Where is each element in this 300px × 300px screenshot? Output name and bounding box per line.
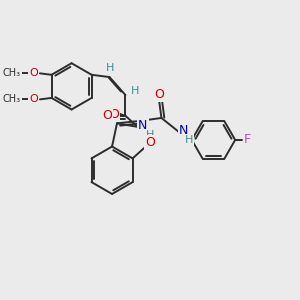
- Text: N: N: [179, 124, 188, 136]
- Text: CH₃: CH₃: [3, 94, 21, 104]
- Text: H: H: [146, 130, 154, 140]
- Text: O: O: [110, 108, 119, 121]
- Text: CH₃: CH₃: [3, 68, 21, 78]
- Text: N: N: [138, 119, 148, 132]
- Text: O: O: [29, 68, 38, 78]
- Text: O: O: [145, 136, 155, 149]
- Text: H: H: [106, 63, 115, 73]
- Text: O: O: [103, 110, 112, 122]
- Text: H: H: [130, 86, 139, 96]
- Text: H: H: [185, 135, 193, 145]
- Text: O: O: [154, 88, 164, 101]
- Text: O: O: [29, 94, 38, 104]
- Text: F: F: [244, 134, 251, 146]
